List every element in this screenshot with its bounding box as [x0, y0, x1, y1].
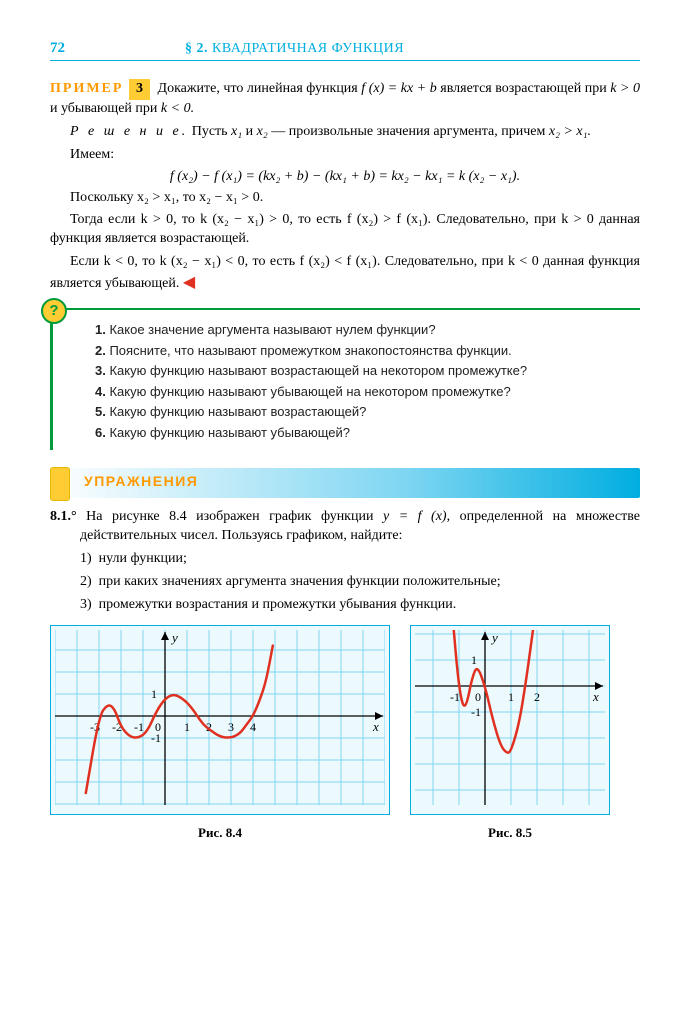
exercises-title: УПРАЖНЕНИЯ — [84, 473, 198, 489]
page-header: 72 § 2. КВАДРАТИЧНАЯ ФУНКЦИЯ — [50, 40, 640, 61]
header-tab-icon — [50, 467, 70, 501]
task-item: 2) при каких значениях аргумента значени… — [80, 573, 640, 592]
figure-caption: Рис. 8.4 — [50, 825, 390, 841]
svg-text:1: 1 — [508, 690, 514, 704]
task-item: 3) промежутки возрастания и промежутки у… — [80, 596, 640, 615]
question-item: 4. Какую функцию называют убывающей на н… — [95, 383, 640, 401]
svg-text:y: y — [170, 630, 178, 645]
math: x₂ > x₁. — [549, 124, 591, 139]
math: x₂ — [257, 124, 268, 139]
math: k > 0 — [610, 81, 640, 96]
question-item: 6. Какую функцию называют убывающей? — [95, 424, 640, 442]
example-prompt: ПРИМЕР 3 Докажите, что линейная функция … — [50, 79, 640, 119]
chapter-num: § 2. — [185, 41, 208, 56]
question-item: 1. Какое значение аргумента называют нул… — [95, 321, 640, 339]
text: Если k < 0, то k (x₂ − x₁) < 0, то есть … — [50, 254, 640, 291]
math: y = f (x) — [383, 509, 447, 524]
exercises-header: УПРАЖНЕНИЯ — [50, 468, 640, 498]
text: нули функции; — [99, 551, 187, 566]
task-8-1: 8.1.° На рисунке 8.4 изображен график фу… — [50, 508, 640, 546]
svg-text:-1: -1 — [450, 690, 460, 704]
svg-text:-1: -1 — [471, 705, 481, 719]
svg-text:1: 1 — [184, 720, 190, 734]
svg-text:x: x — [592, 689, 599, 704]
question-badge-icon: ? — [41, 298, 67, 324]
svg-text:0: 0 — [475, 690, 481, 704]
figure-8-5: yx-1012-11 Рис. 8.5 — [410, 625, 610, 841]
text: Докажите, что линейная функция — [158, 81, 362, 96]
solution-label: Р е ш е н и е. — [70, 124, 188, 139]
svg-text:1: 1 — [151, 687, 157, 701]
text: промежутки возрастания и промежутки убыв… — [99, 597, 457, 612]
example-label: ПРИМЕР — [50, 81, 123, 96]
solution-line1: Р е ш е н и е. Пусть x₁ и x₂ — произволь… — [50, 123, 640, 142]
text: является возрастающей при — [437, 81, 611, 96]
chapter-title: § 2. КВАДРАТИЧНАЯ ФУНКЦИЯ — [185, 41, 404, 57]
solution-line3: Поскольку x₂ > x₁, то x₂ − x₁ > 0. — [50, 189, 640, 208]
math: x₁ — [231, 124, 242, 139]
math: f (x) = kx + b — [361, 81, 436, 96]
text: и — [242, 124, 257, 139]
figure-8-4: yx-3-2-101234-11 Рис. 8.4 — [50, 625, 390, 841]
page-number: 72 — [50, 40, 65, 57]
svg-text:4: 4 — [250, 720, 256, 734]
example-number: 3 — [129, 79, 150, 100]
svg-text:1: 1 — [471, 653, 477, 667]
text: — произвольные значения аргумента, приче… — [268, 124, 549, 139]
questions-box: ? 1. Какое значение аргумента называют н… — [50, 310, 640, 450]
solution-line4: Тогда если k > 0, то k (x₂ − x₁) > 0, то… — [50, 211, 640, 249]
end-mark-icon: ◀ — [183, 274, 195, 291]
task-items: 1) нули функции; 2) при каких значениях … — [50, 550, 640, 615]
svg-text:-1: -1 — [134, 720, 144, 734]
question-item: 5. Какую функцию называют возрастающей? — [95, 403, 640, 421]
question-item: 2. Поясните, что называют промежутком зн… — [95, 342, 640, 360]
questions-list: 1. Какое значение аргумента называют нул… — [89, 321, 640, 441]
text: Пусть — [188, 124, 231, 139]
question-item: 3. Какую функцию называют возрастающей н… — [95, 362, 640, 380]
chapter-name: КВАДРАТИЧНАЯ ФУНКЦИЯ — [212, 41, 404, 56]
svg-text:2: 2 — [534, 690, 540, 704]
figure-caption: Рис. 8.5 — [410, 825, 610, 841]
solution-formula: f (x₂) − f (x₁) = (kx₂ + b) − (kx₁ + b) … — [50, 169, 640, 185]
task-item: 1) нули функции; — [80, 550, 640, 569]
text: при каких значениях аргумента значения ф… — [99, 574, 501, 589]
solution-imeem: Имеем: — [50, 146, 640, 165]
text: На рисунке 8.4 изображен график функции — [77, 509, 383, 524]
svg-text:-1: -1 — [151, 731, 161, 745]
svg-text:3: 3 — [228, 720, 234, 734]
task-number: 8.1.° — [50, 509, 77, 524]
svg-text:y: y — [490, 630, 498, 645]
figures-row: yx-3-2-101234-11 Рис. 8.4 yx-1012-11 Рис… — [50, 625, 640, 841]
chart-8-4: yx-3-2-101234-11 — [55, 630, 385, 805]
text: и убывающей при — [50, 101, 161, 116]
math: k < 0. — [161, 101, 194, 116]
chart-8-5: yx-1012-11 — [415, 630, 605, 805]
svg-text:x: x — [372, 719, 379, 734]
solution-line5: Если k < 0, то k (x₂ − x₁) < 0, то есть … — [50, 253, 640, 294]
